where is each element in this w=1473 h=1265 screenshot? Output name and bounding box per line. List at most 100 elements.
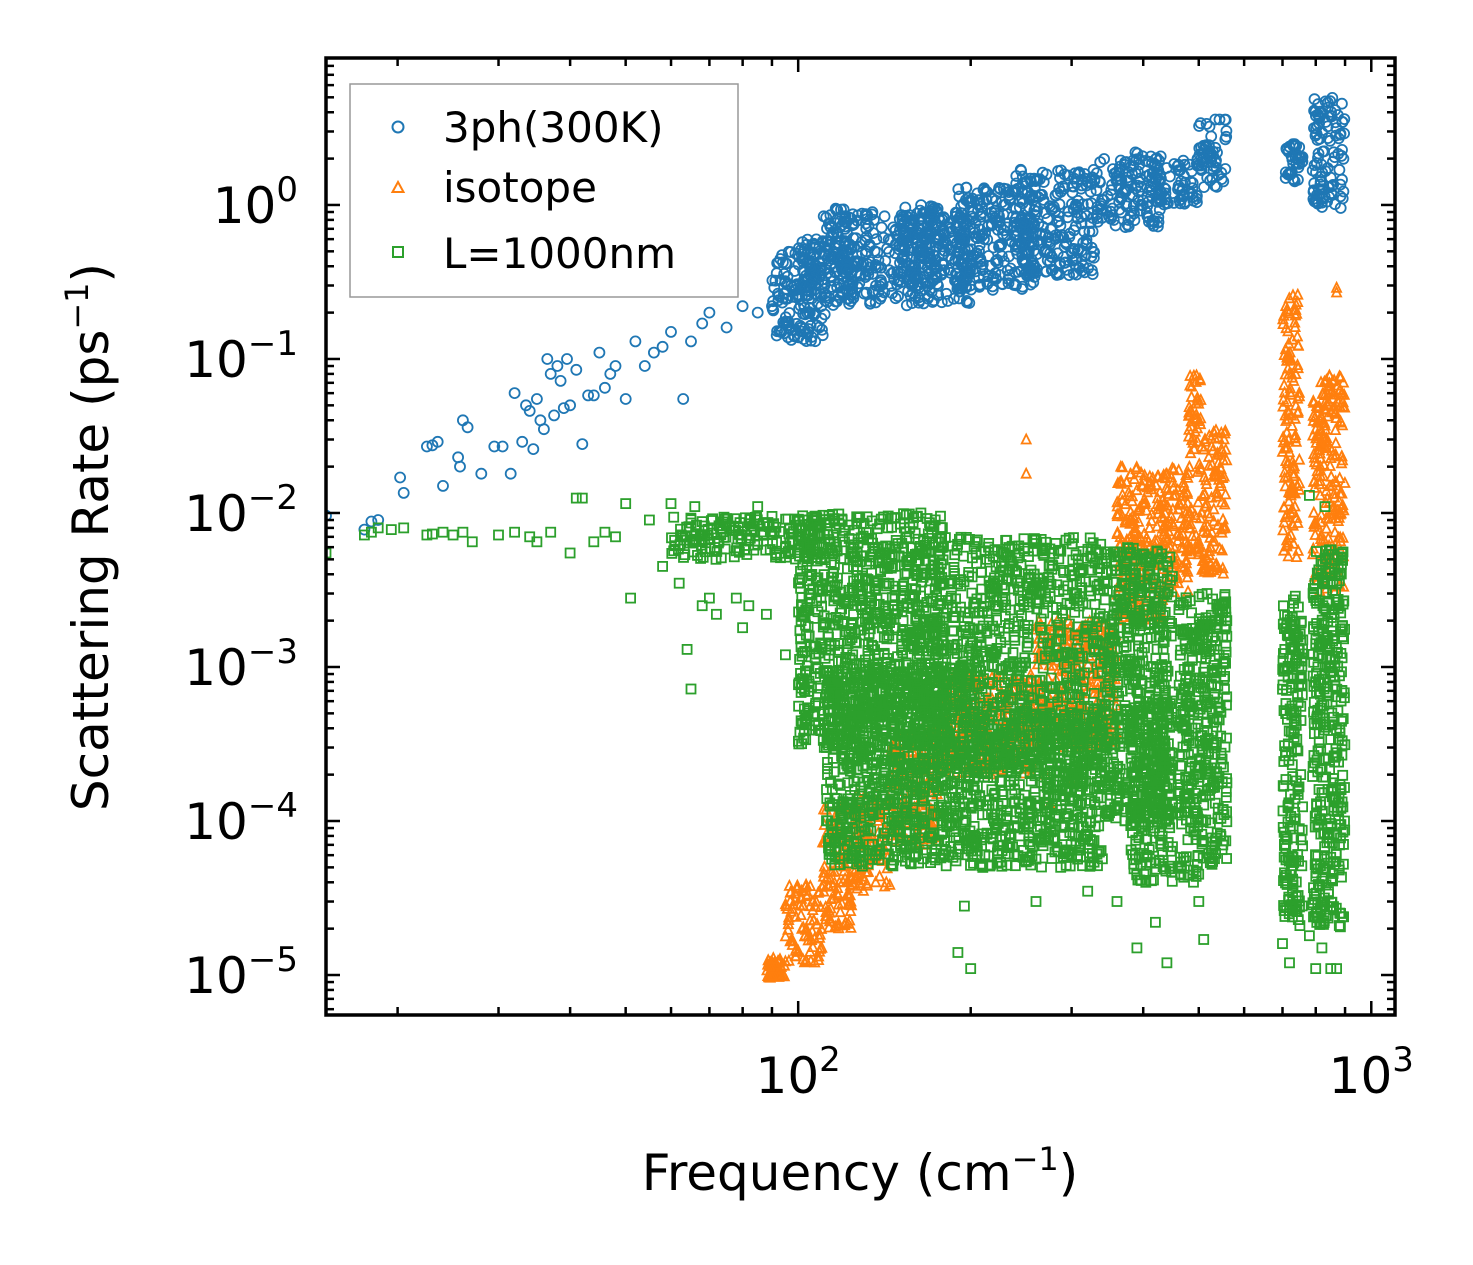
data-point-circle (914, 204, 926, 217)
data-point-circle (884, 234, 897, 247)
data-point-circle (938, 264, 951, 277)
data-point-circle (788, 265, 801, 277)
data-point-circle (929, 263, 942, 276)
data-point-circle (1030, 266, 1043, 279)
data-point-circle (842, 251, 854, 264)
data-point-circle (990, 255, 1002, 268)
data-point-circle (960, 181, 973, 194)
data-point-circle (1010, 177, 1023, 190)
data-point-circle (1015, 164, 1027, 177)
data-point-circle (811, 319, 823, 332)
data-point-circle (1107, 214, 1120, 226)
data-point-circle (993, 239, 1006, 252)
data-point-circle (875, 221, 888, 234)
data-point-circle (921, 276, 934, 289)
data-point-circle (1002, 277, 1015, 290)
data-point-circle (779, 315, 792, 328)
data-point-circle (867, 227, 880, 240)
data-point-circle (883, 264, 896, 277)
data-point-circle (1054, 172, 1066, 184)
data-point-circle (1101, 190, 1114, 203)
data-point-circle (1004, 262, 1017, 275)
data-point-circle (1078, 168, 1091, 180)
data-point-circle (1094, 156, 1107, 169)
data-point-circle (1113, 166, 1126, 179)
data-point-circle (960, 216, 973, 229)
data-point-circle (937, 225, 950, 238)
data-point-circle (926, 200, 939, 213)
data-point-circle (966, 192, 979, 205)
data-point-circle (1054, 219, 1067, 232)
data-point-circle (1010, 279, 1022, 292)
data-point-circle (776, 249, 788, 262)
data-point-circle (823, 217, 835, 230)
data-point-circle (1141, 206, 1153, 219)
data-point-circle (1051, 231, 1064, 244)
data-point-circle (1085, 250, 1098, 263)
data-point-circle (800, 288, 812, 301)
data-point-circle (928, 294, 940, 307)
data-point-circle (897, 234, 910, 247)
data-point-circle (924, 251, 936, 264)
data-point-circle (845, 295, 857, 308)
data-point-circle (1051, 216, 1064, 229)
data-point-circle (925, 226, 938, 239)
data-point-circle (795, 248, 808, 261)
data-point-circle (917, 297, 930, 310)
data-point-circle (1021, 187, 1034, 200)
data-point-circle (1016, 213, 1028, 226)
series-layer (326, 92, 1351, 983)
data-point-circle (821, 222, 833, 235)
data-point-circle (921, 220, 934, 233)
data-point-circle (1129, 167, 1142, 180)
data-point-circle (886, 287, 898, 300)
data-point-circle (825, 280, 838, 293)
data-point-circle (1135, 180, 1148, 193)
data-point-circle (934, 214, 946, 227)
data-point-circle (943, 226, 956, 239)
series-3ph(300K) (326, 92, 1351, 536)
data-point-circle (996, 278, 1009, 291)
data-point-circle (968, 223, 981, 236)
data-point-circle (981, 220, 994, 233)
data-point-circle (898, 239, 910, 252)
data-point-circle (1110, 174, 1123, 187)
data-point-circle (861, 209, 874, 221)
data-point-circle (894, 224, 906, 237)
data-point-circle (1069, 220, 1082, 233)
data-point-circle (985, 206, 998, 219)
data-point-circle (878, 210, 891, 223)
data-point-circle (1054, 257, 1067, 269)
data-point-circle (948, 292, 960, 305)
data-point-circle (958, 261, 971, 274)
data-point-circle (910, 271, 922, 284)
data-point-circle (991, 256, 1004, 269)
data-point-circle (768, 281, 781, 294)
data-point-circle (1142, 211, 1155, 224)
data-point-circle (1090, 184, 1103, 197)
data-point-circle (1016, 185, 1028, 198)
data-point-circle (898, 266, 911, 279)
data-point-circle (1051, 268, 1063, 281)
data-point-circle (793, 251, 805, 264)
data-point-circle (1100, 204, 1113, 217)
data-point-circle (891, 278, 903, 291)
data-point-circle (1000, 183, 1013, 196)
data-point-circle (1085, 241, 1098, 254)
data-point-circle (954, 246, 966, 259)
data-point-circle (1022, 247, 1035, 260)
data-point-circle (1034, 229, 1047, 241)
data-point-circle (1090, 167, 1103, 180)
data-point-circle (821, 252, 834, 265)
data-point-circle (1091, 215, 1104, 228)
data-point-circle (855, 259, 868, 272)
data-point-circle (918, 283, 931, 296)
data-point-circle (1020, 202, 1033, 215)
data-point-circle (1060, 236, 1072, 249)
data-point-circle (973, 271, 985, 284)
data-point-circle (1059, 256, 1072, 269)
data-point-circle (831, 295, 843, 308)
data-point-circle (1016, 280, 1029, 293)
data-point-circle (991, 215, 1003, 228)
data-point-circle (843, 211, 855, 224)
